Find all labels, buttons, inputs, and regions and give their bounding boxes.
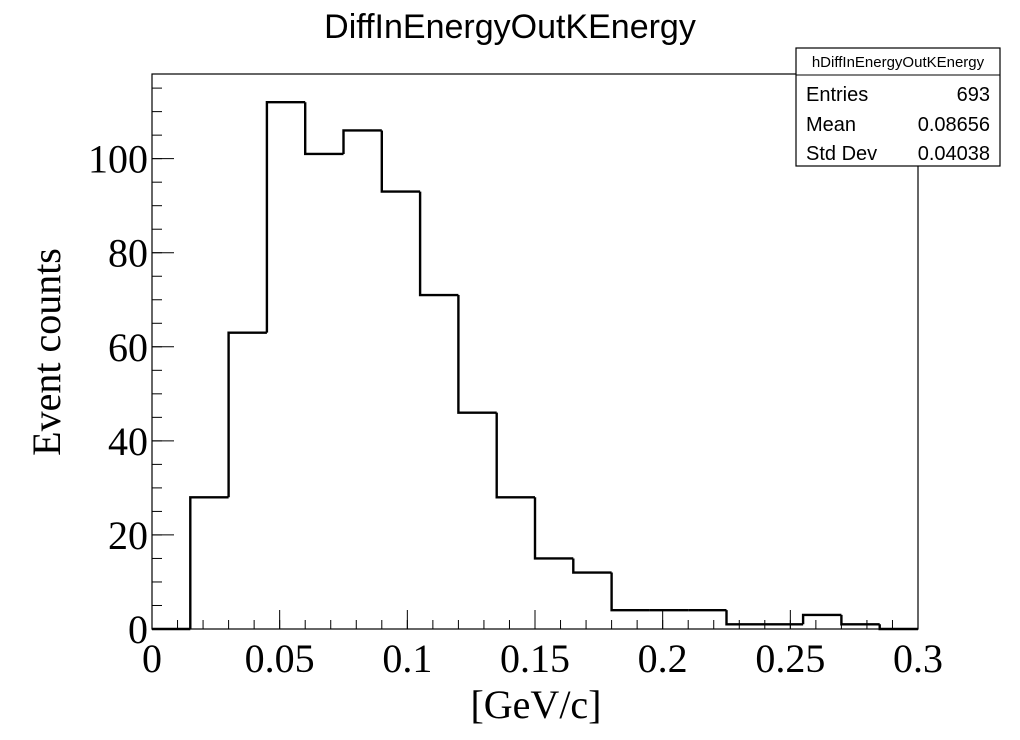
histogram-bin: [801, 613, 842, 625]
stats-box: hDiffInEnergyOutKEnergy Entries 693 Mean…: [795, 47, 1001, 167]
y-tick-label: 0: [128, 607, 148, 652]
stats-box-border: [795, 47, 1001, 167]
histogram-bin: [189, 496, 229, 629]
stats-mean-label: Mean: [806, 114, 856, 136]
x-tick-label: 0.1: [382, 636, 432, 681]
y-tick-label: 80: [108, 231, 148, 276]
histogram-bin: [380, 130, 421, 193]
y-tick-label: 20: [108, 513, 148, 558]
x-tick-label: 0.15: [500, 636, 570, 681]
histogram-bin: [533, 497, 574, 560]
stats-entries-value: 693: [957, 84, 990, 106]
stats-entries-label: Entries: [806, 84, 868, 106]
histogram-bin: [265, 101, 306, 333]
histogram-bin: [840, 614, 880, 626]
histogram-bin: [725, 610, 765, 626]
histogram-bin: [304, 102, 344, 156]
x-tick-label: 0: [142, 636, 162, 681]
histogram-bin: [495, 412, 535, 499]
stats-histogram-name: hDiffInEnergyOutKEnergy: [812, 54, 985, 71]
x-tick-label: 0.2: [638, 636, 688, 681]
x-tick-label: 0.3: [893, 636, 943, 681]
histogram-bin: [572, 558, 612, 574]
y-tick-label: 40: [108, 419, 148, 464]
x-tick-label: 0.05: [245, 636, 315, 681]
histogram-bin: [878, 624, 918, 631]
histogram-bin: [227, 331, 267, 498]
y-tick-label: 100: [88, 137, 148, 182]
chart-title: DiffInEnergyOutKEnergy: [324, 8, 696, 46]
histogram-bin: [610, 572, 650, 612]
stats-mean-value: 0.08656: [918, 114, 990, 136]
x-tick-label: 0.25: [755, 636, 825, 681]
x-axis-label: [GeV/c]: [470, 682, 601, 727]
stats-stddev-label: Std Dev: [806, 143, 877, 165]
histogram-bin: [418, 191, 459, 297]
histogram-bin: [457, 295, 497, 414]
y-tick-label: 60: [108, 325, 148, 370]
y-axis-label: Event counts: [24, 248, 69, 456]
stats-stddev-value: 0.04038: [918, 143, 990, 165]
histogram-bin: [342, 129, 382, 154]
